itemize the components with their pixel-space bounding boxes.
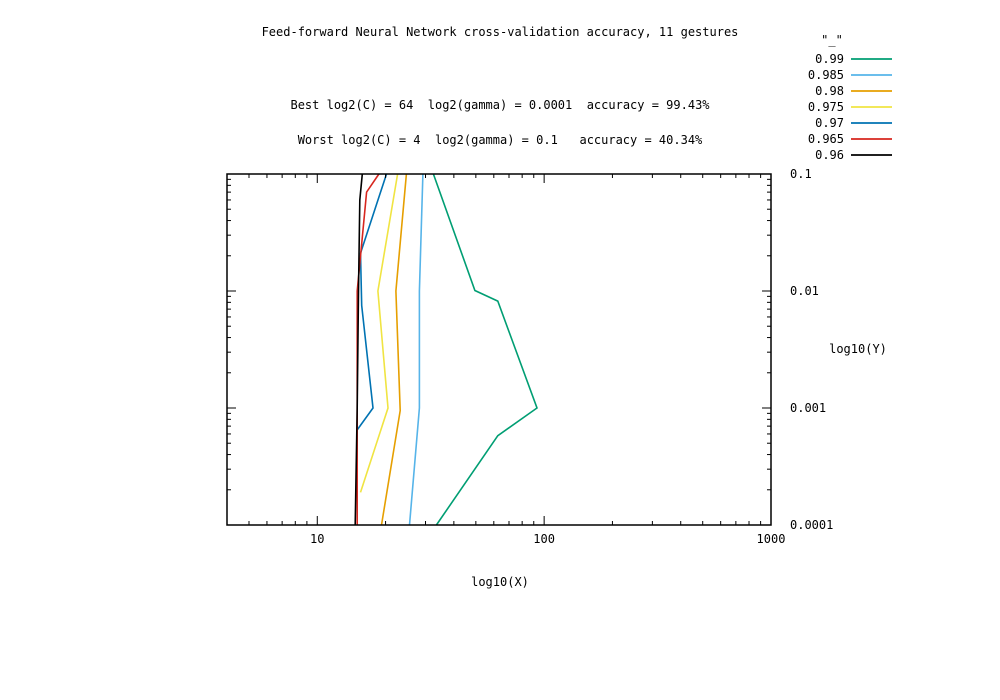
annotation-best: Best log2(C) = 64 log2(gamma) = 0.0001 a… (290, 98, 710, 112)
y-axis-label: log10(Y) (829, 342, 887, 356)
x-tick-label-1: 100 (533, 532, 555, 546)
series-layer (354, 173, 538, 526)
series-line-6 (354, 173, 364, 526)
series-line-1 (408, 173, 424, 526)
tick-labels-layer: 10 100 1000 0.1 0.01 0.001 0.0001 (310, 167, 833, 546)
annotation-worst: Worst log2(C) = 4 log2(gamma) = 0.1 accu… (298, 133, 703, 147)
y-tick-label-3: 0.0001 (790, 518, 833, 532)
x-axis-label: log10(X) (471, 575, 529, 589)
legend-label-3: 0.975 (808, 100, 844, 114)
series-line-2 (380, 173, 408, 526)
y-tick-label-2: 0.001 (790, 401, 826, 415)
legend-label-2: 0.98 (815, 84, 844, 98)
series-line-4 (356, 173, 388, 431)
legend-label-0: 0.99 (815, 52, 844, 66)
legend-label-1: 0.985 (808, 68, 844, 82)
series-line-3 (359, 173, 399, 493)
x-tick-label-2: 1000 (757, 532, 786, 546)
legend: "_" 0.99 0.985 0.98 0.975 0.97 0.965 0.96 (808, 33, 892, 162)
legend-label-5: 0.965 (808, 132, 844, 146)
chart-title: Feed-forward Neural Network cross-valida… (262, 25, 739, 39)
legend-label-4: 0.97 (815, 116, 844, 130)
plot-frame (226, 173, 772, 526)
series-line-0 (432, 173, 538, 526)
series-line-5 (356, 173, 380, 525)
legend-title: "_" (821, 33, 843, 47)
x-tick-label-0: 10 (310, 532, 324, 546)
ticks-layer (226, 174, 771, 526)
y-tick-label-1: 0.01 (790, 284, 819, 298)
y-tick-label-0: 0.1 (790, 167, 812, 181)
legend-label-6: 0.96 (815, 148, 844, 162)
